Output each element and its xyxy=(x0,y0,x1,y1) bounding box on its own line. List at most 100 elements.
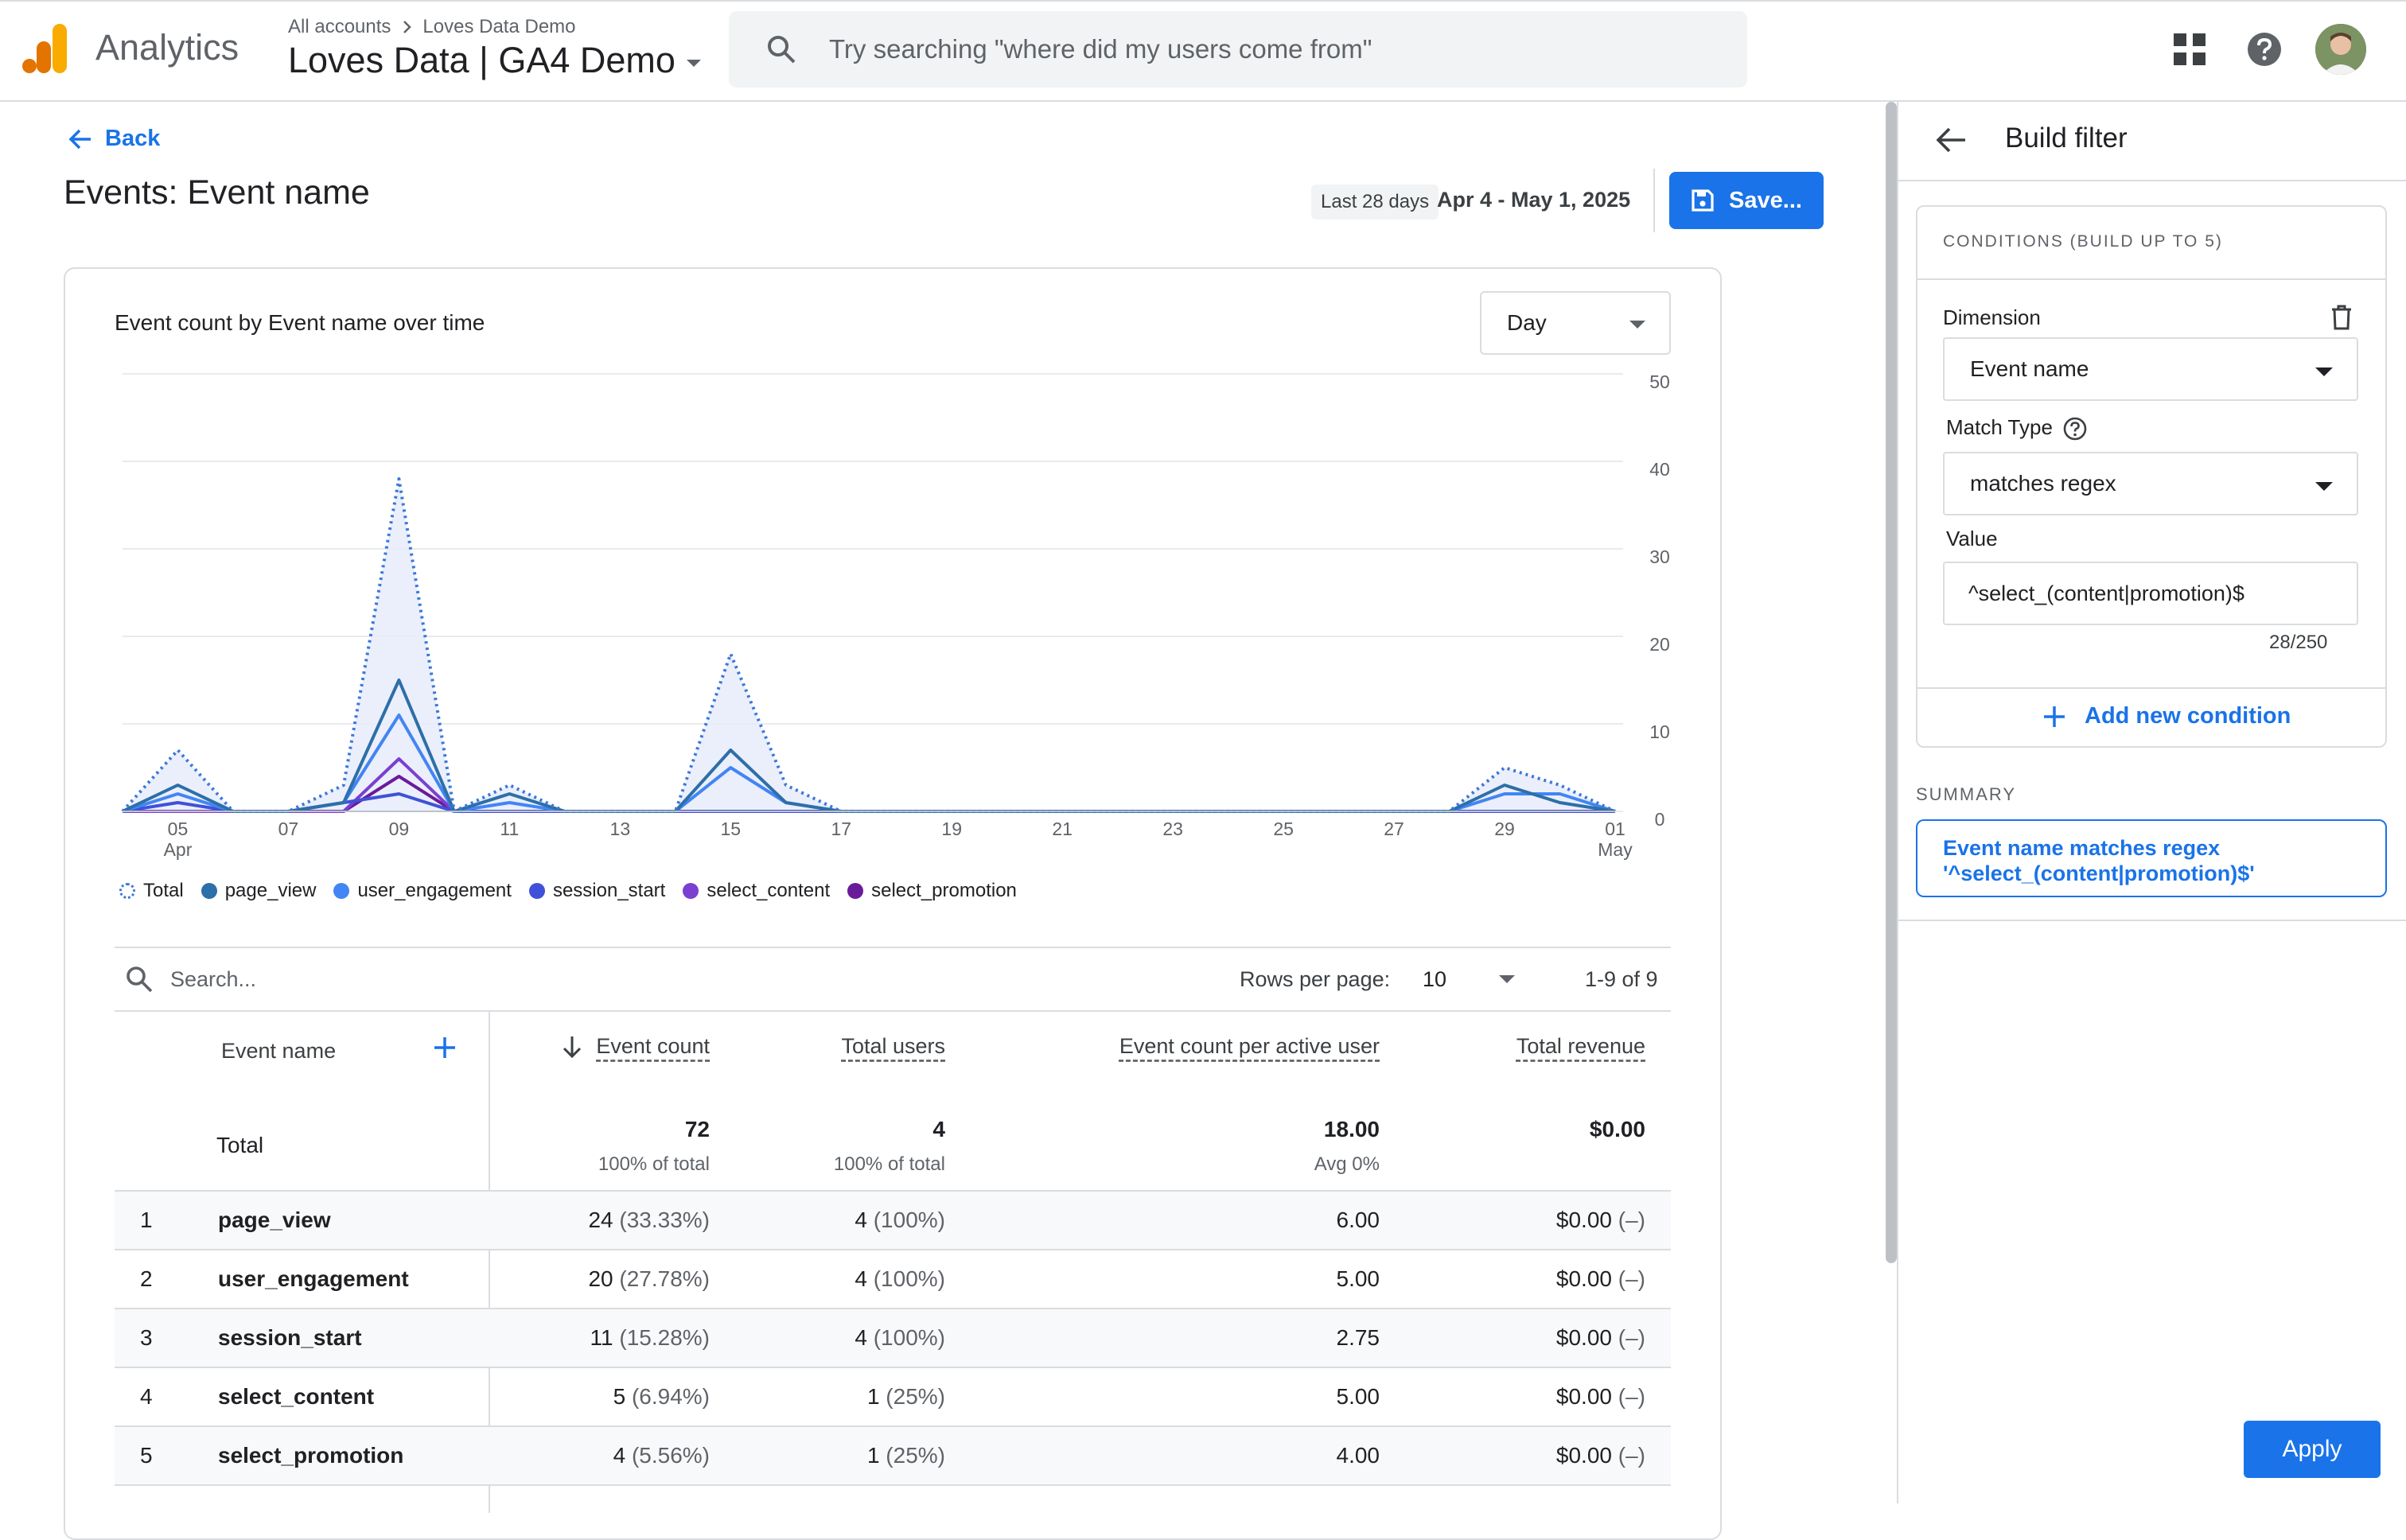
table-divider xyxy=(115,1010,1671,1012)
col-header-total-revenue[interactable]: Total revenue xyxy=(1516,1034,1645,1058)
row-revenue-pct: (–) xyxy=(1618,1443,1645,1468)
chevron-right-icon xyxy=(403,21,412,33)
dropdown-arrow-icon xyxy=(2315,482,2333,491)
row-event-count-value: 20 xyxy=(588,1266,613,1291)
avatar[interactable] xyxy=(2315,24,2366,75)
table-row-bg xyxy=(115,1427,1671,1484)
panel-divider xyxy=(1898,920,2406,921)
scrollbar[interactable] xyxy=(1886,102,1897,1263)
back-link[interactable]: Back xyxy=(68,126,160,152)
column-divider xyxy=(489,1012,490,1513)
row-event-count-value: 5 xyxy=(613,1384,626,1409)
row-total-users-value: 4 xyxy=(855,1266,867,1291)
panel-title: Build filter xyxy=(2005,122,2128,154)
row-event-name[interactable]: user_engagement xyxy=(218,1266,409,1291)
property-selector[interactable]: Loves Data | GA4 Demo xyxy=(288,40,701,81)
granularity-select[interactable]: Day xyxy=(1480,291,1671,355)
dimension-value: Event name xyxy=(1970,356,2089,381)
row-event-name[interactable]: select_promotion xyxy=(218,1443,404,1468)
table-divider xyxy=(115,947,1671,948)
conditions-divider xyxy=(1917,687,2385,689)
x-tick-label: 07 xyxy=(278,819,299,839)
help-icon[interactable] xyxy=(2247,32,2282,67)
analytics-logo-icon[interactable] xyxy=(22,24,68,73)
x-tick-sublabel: May xyxy=(1598,839,1633,860)
save-button[interactable]: Save... xyxy=(1669,172,1824,229)
row-revenue-value: $0.00 xyxy=(1555,1443,1612,1468)
help-outline-icon[interactable] xyxy=(2063,417,2087,441)
sort-descending-icon[interactable] xyxy=(560,1034,584,1060)
x-tick-label: 21 xyxy=(1052,819,1073,839)
row-total-users-value: 4 xyxy=(855,1208,867,1232)
legend-item[interactable]: user_engagement xyxy=(333,880,512,902)
series-line-total xyxy=(121,477,1616,813)
dimension-select[interactable]: Event name xyxy=(1943,337,2358,401)
row-revenue-pct: (–) xyxy=(1618,1266,1645,1291)
plus-icon xyxy=(2044,706,2065,727)
match-type-select[interactable]: matches regex xyxy=(1943,452,2358,515)
y-tick-label: 40 xyxy=(1649,459,1670,480)
row-event-name[interactable]: select_content xyxy=(218,1384,375,1409)
col-header-total-users[interactable]: Total users xyxy=(841,1034,945,1058)
save-icon xyxy=(1692,189,1714,212)
x-tick-label: 23 xyxy=(1162,819,1183,839)
col-header-per-user[interactable]: Event count per active user xyxy=(1119,1034,1380,1058)
add-condition-button[interactable]: Add new condition xyxy=(2042,703,2291,729)
date-range-chip[interactable]: Last 28 days xyxy=(1311,185,1439,220)
app-title: Analytics xyxy=(95,27,239,68)
match-type-value: matches regex xyxy=(1970,471,2116,496)
legend-item[interactable]: session_start xyxy=(528,880,665,902)
legend-item[interactable]: Total xyxy=(119,880,184,902)
row-event-count-pct: (6.94%) xyxy=(631,1384,710,1409)
legend-item[interactable]: select_promotion xyxy=(847,880,1017,902)
row-divider xyxy=(115,1249,1671,1250)
arrow-left-icon[interactable] xyxy=(1935,126,1967,154)
row-per-user: 5.00 xyxy=(1336,1384,1380,1409)
row-event-count: 24 (33.33%) xyxy=(588,1208,710,1233)
rows-per-page-label: Rows per page: xyxy=(1240,967,1391,991)
legend-label: user_engagement xyxy=(357,880,512,901)
col-header-event-count[interactable]: Event count xyxy=(596,1034,710,1058)
row-event-name[interactable]: page_view xyxy=(218,1208,331,1232)
row-divider xyxy=(115,1308,1671,1309)
col-header-event-name[interactable]: Event name xyxy=(221,1039,337,1063)
row-total-users: 1 (25%) xyxy=(867,1443,945,1468)
row-revenue-value: $0.00 xyxy=(1555,1208,1612,1232)
row-index: 4 xyxy=(140,1384,153,1409)
breadcrumb-all-accounts[interactable]: All accounts xyxy=(288,16,391,37)
dropdown-arrow-icon xyxy=(2315,368,2333,376)
x-tick-label: 11 xyxy=(500,819,519,839)
date-range[interactable]: Apr 4 - May 1, 2025 xyxy=(1437,188,1631,212)
row-event-count: 11 (15.28%) xyxy=(590,1325,710,1351)
breadcrumb-account[interactable]: Loves Data Demo xyxy=(422,16,576,37)
row-revenue: $0.00 (–) xyxy=(1556,1266,1645,1292)
value-input[interactable]: ^select_(content|promotion)$ xyxy=(1943,562,2358,625)
row-revenue-pct: (–) xyxy=(1618,1325,1645,1350)
apply-button[interactable]: Apply xyxy=(2244,1421,2381,1478)
table-search-input[interactable]: Search... xyxy=(170,967,257,991)
row-event-count: 5 (6.94%) xyxy=(613,1384,710,1410)
apps-grid-icon[interactable] xyxy=(2174,33,2206,65)
char-counter: 28/250 xyxy=(2269,632,2328,653)
pagination-info: 1-9 of 9 xyxy=(1585,967,1658,991)
legend-item[interactable]: select_content xyxy=(683,880,830,902)
rows-per-page-select[interactable]: 10 xyxy=(1423,967,1447,991)
dropdown-arrow-icon[interactable] xyxy=(1499,975,1515,983)
x-tick-label: 09 xyxy=(389,819,410,839)
add-dimension-icon[interactable] xyxy=(431,1034,458,1061)
row-event-name[interactable]: session_start xyxy=(218,1325,362,1350)
row-event-count-value: 11 xyxy=(590,1325,613,1350)
legend-item[interactable]: page_view xyxy=(200,880,316,902)
search-placeholder: Try searching "where did my users come f… xyxy=(829,34,1372,64)
value-text: ^select_(content|promotion)$ xyxy=(1968,581,2244,605)
chart-title: Event count by Event name over time xyxy=(115,310,485,335)
breadcrumb[interactable]: All accounts Loves Data Demo xyxy=(288,16,576,38)
delete-icon[interactable] xyxy=(2330,304,2353,331)
chart-legend: Total page_view user_engagement session_sta… xyxy=(119,880,1017,902)
row-divider xyxy=(115,1190,1671,1192)
row-divider xyxy=(115,1484,1671,1486)
row-total-users-pct: (25%) xyxy=(886,1384,945,1409)
save-label: Save... xyxy=(1729,187,1802,213)
global-search[interactable]: Try searching "where did my users come f… xyxy=(729,11,1747,88)
